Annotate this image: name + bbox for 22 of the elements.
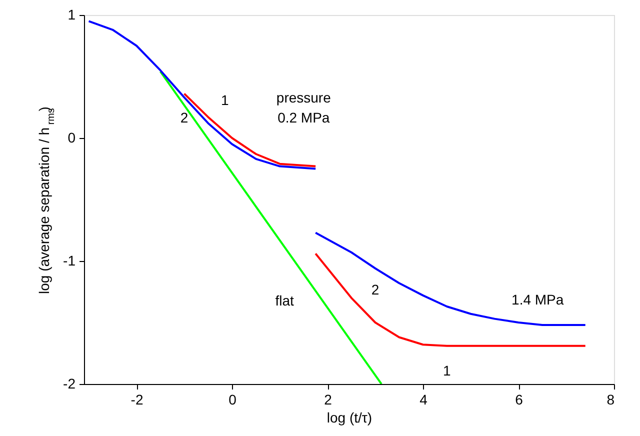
y-tick-label: -1 [63,252,76,268]
x-tick-label: -2 [130,392,144,408]
x-tick-label: 2 [324,392,332,408]
annotation: 2 [371,282,380,298]
x-tick-label: 8 [606,392,615,408]
x-axis-title: log (t/τ) [326,410,372,426]
line-series [314,252,586,347]
annotation: 1.4 MPa [512,291,564,308]
y-tick-label: 0 [68,130,76,146]
x-tick-label: 0 [228,392,237,408]
y-axis-title: log (average separation / hrms) [36,106,57,294]
annotation: 1 [220,92,229,108]
x-tick-label: 4 [420,392,428,408]
line-series [314,232,586,326]
y-tick-label: 1 [68,6,76,22]
annotation: pressure [276,90,332,106]
annotation: 0.2 MPa [278,109,330,126]
annotation: 2 [180,109,188,126]
annotation: 1 [442,362,451,379]
y-tick-label: -2 [63,376,76,392]
x-tick-label: 6 [515,392,524,408]
annotation: flat [275,292,294,309]
